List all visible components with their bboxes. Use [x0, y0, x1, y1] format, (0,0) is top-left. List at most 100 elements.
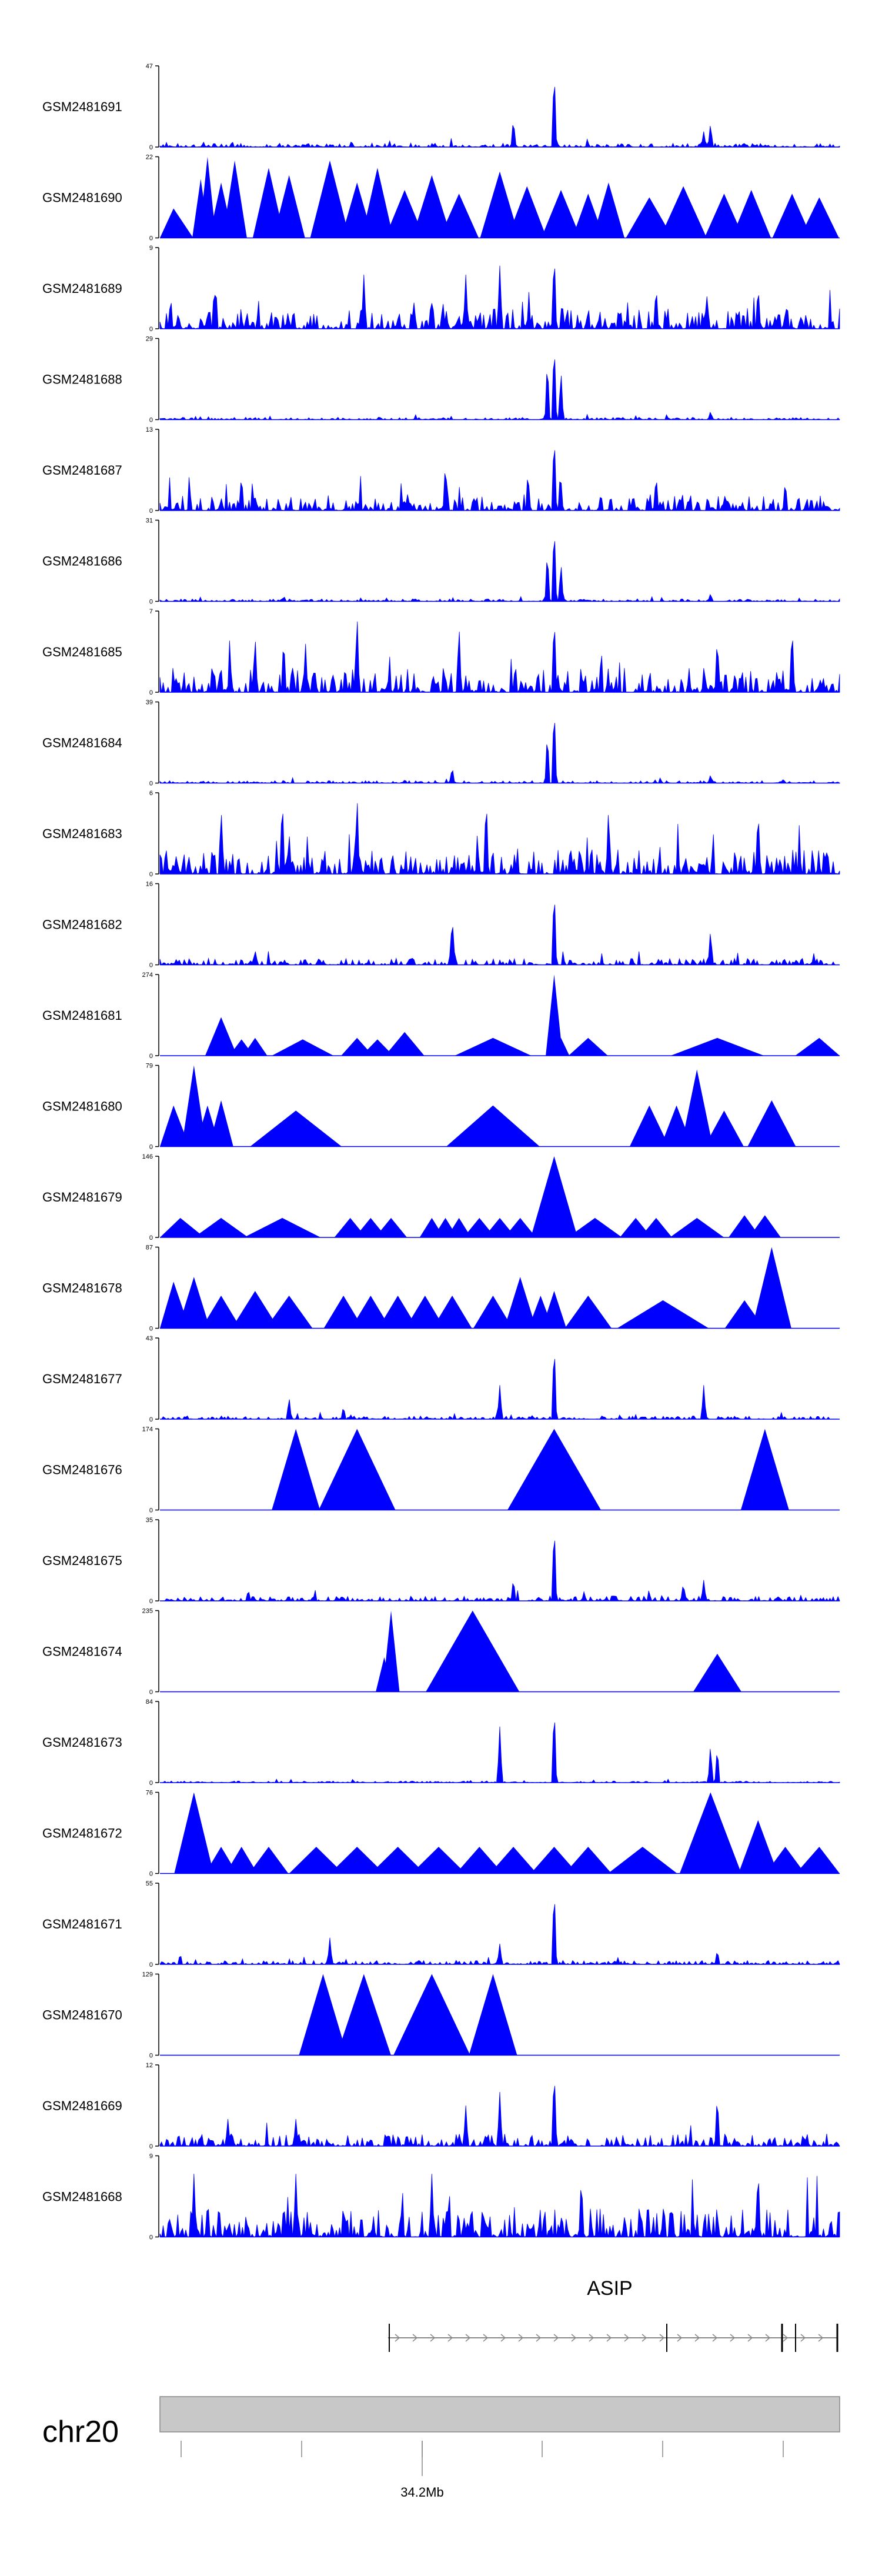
track-GSM2481687: GSM2481687 13 0 — [42, 426, 840, 515]
coverage-peak — [174, 1792, 214, 1874]
coverage-peak — [361, 168, 393, 238]
coverage-peak — [704, 193, 744, 238]
coverage-peak — [393, 1974, 470, 2056]
coverage-peak — [530, 1847, 578, 1874]
coverage-peak — [330, 1847, 385, 1874]
coverage-signal — [159, 1904, 840, 1965]
y-max-label: 39 — [146, 699, 153, 706]
y-min-label: 0 — [149, 235, 153, 242]
coverage-peak — [250, 1110, 342, 1147]
y-max-label: 7 — [149, 608, 153, 615]
track-GSM2481685: GSM2481685 7 0 — [42, 608, 840, 696]
track-GSM2481677: GSM2481677 43 0 — [42, 1335, 840, 1423]
chromosome-band — [159, 2396, 840, 2432]
track-label: GSM2481685 — [42, 645, 122, 659]
y-max-label: 146 — [142, 1153, 153, 1160]
track-label: GSM2481669 — [42, 2098, 122, 2113]
coverage-peak — [378, 1295, 418, 1329]
y-max-label: 29 — [146, 336, 153, 343]
y-min-label: 0 — [149, 1598, 153, 1605]
track-GSM2481681: GSM2481681 274 0 — [42, 972, 840, 1060]
track-label: GSM2481678 — [42, 1281, 122, 1296]
track-label: GSM2481670 — [42, 2008, 122, 2023]
coverage-peak — [504, 1217, 536, 1237]
track-GSM2481672: GSM2481672 76 0 — [42, 1790, 840, 1878]
coverage-peak — [385, 189, 425, 238]
coverage-peak — [361, 1039, 393, 1056]
gene-label: ASIP — [587, 2277, 632, 2300]
track-label: GSM2481673 — [42, 1735, 122, 1750]
coverage-signal — [159, 2086, 840, 2147]
strand-arrow — [659, 2334, 665, 2342]
strand-arrow — [730, 2334, 736, 2342]
y-max-label: 84 — [146, 1699, 153, 1706]
y-min-label: 0 — [149, 2143, 153, 2150]
strand-arrow — [465, 2334, 471, 2342]
y-min-label: 0 — [149, 2234, 153, 2241]
coverage-peak — [334, 1217, 366, 1237]
track-label: GSM2481672 — [42, 1826, 122, 1841]
track-GSM2481679: GSM2481679 146 0 — [42, 1153, 840, 1242]
coverage-peak — [355, 1217, 387, 1237]
coverage-peak — [446, 1105, 540, 1147]
coverage-peak — [405, 1295, 445, 1329]
track-GSM2481688: GSM2481688 29 0 — [42, 336, 840, 424]
y-max-label: 16 — [146, 881, 153, 888]
coverage-peak — [199, 156, 216, 238]
coverage-peak — [243, 1217, 321, 1237]
coverage-peak — [411, 1847, 466, 1874]
track-label: GSM2481689 — [42, 281, 122, 296]
coverage-peak — [473, 1295, 513, 1329]
coverage-peak — [370, 1847, 425, 1874]
track-GSM2481668: GSM2481668 9 0 — [42, 2153, 840, 2241]
strand-arrow — [589, 2334, 594, 2342]
y-min-label: 0 — [149, 417, 153, 424]
strand-arrow — [483, 2334, 489, 2342]
coverage-peak — [626, 197, 673, 238]
track-GSM2481684: GSM2481684 39 0 — [42, 699, 841, 788]
coverage-peak — [617, 1300, 709, 1329]
coverage-peak — [670, 1037, 764, 1056]
track-GSM2481676: GSM2481676 174 0 — [42, 1426, 840, 1514]
coverage-peak — [382, 1610, 400, 1692]
coverage-peak — [704, 1110, 744, 1147]
coverage-peak — [336, 1974, 391, 2056]
y-max-label: 43 — [146, 1335, 153, 1342]
track-GSM2481689: GSM2481689 9 0 — [42, 245, 840, 333]
coverage-peak — [729, 1215, 761, 1237]
coverage-peak — [620, 1217, 652, 1237]
coverage-signal — [159, 86, 840, 148]
coverage-peak — [446, 1217, 472, 1237]
track-GSM2481680: GSM2481680 79 0 — [42, 1063, 840, 1151]
track-label: GSM2481680 — [42, 1099, 122, 1114]
track-label: GSM2481690 — [42, 191, 122, 205]
y-min-label: 0 — [149, 871, 153, 878]
coverage-peak — [670, 1217, 724, 1237]
track-GSM2481683: GSM2481683 6 0 — [42, 790, 840, 878]
coverage-peak — [323, 1295, 363, 1329]
y-min-label: 0 — [149, 1689, 153, 1696]
coverage-peak — [747, 1100, 796, 1147]
coverage-peak — [209, 1100, 233, 1147]
strand-arrow — [765, 2334, 771, 2342]
coverage-peak — [201, 1295, 241, 1329]
coverage-peak — [426, 1610, 520, 1692]
track-label: GSM2481675 — [42, 1553, 122, 1568]
strand-arrow — [712, 2334, 718, 2342]
track-GSM2481691: GSM2481691 47 0 — [42, 63, 840, 151]
strand-arrow — [395, 2334, 400, 2342]
y-max-label: 12 — [146, 2062, 153, 2069]
coverage-peak — [795, 1037, 840, 1056]
y-min-label: 0 — [149, 1053, 153, 1060]
track-GSM2481670: GSM2481670 129 0 — [42, 1971, 840, 2060]
coverage-signal — [159, 621, 840, 693]
coverage-peak — [225, 1847, 258, 1874]
y-min-label: 0 — [149, 144, 153, 151]
coverage-peak — [205, 1017, 238, 1056]
track-label: GSM2481677 — [42, 1372, 122, 1386]
strand-arrow — [412, 2334, 418, 2342]
coverage-peak — [385, 1032, 425, 1056]
y-min-label: 0 — [149, 1780, 153, 1787]
coverage-peak — [564, 1295, 612, 1329]
track-label: GSM2481679 — [42, 1190, 122, 1204]
